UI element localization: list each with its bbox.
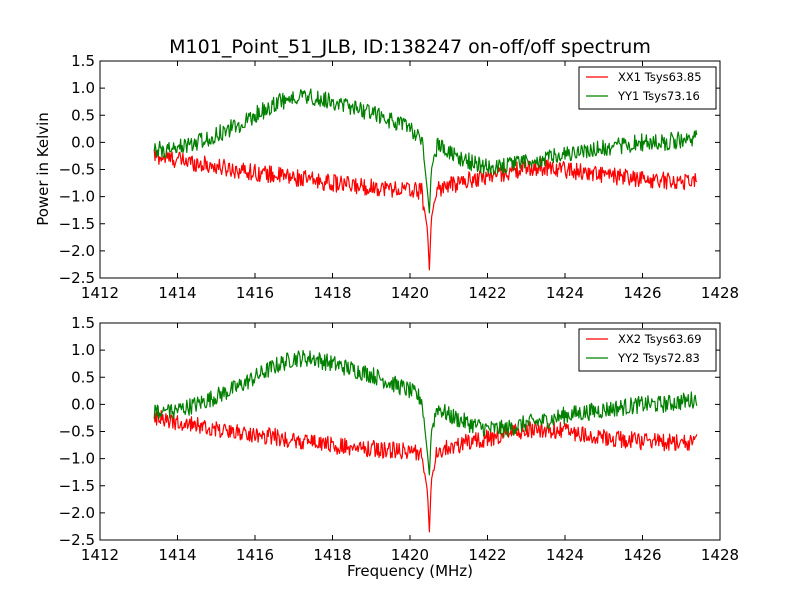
series-line-red bbox=[153, 409, 698, 533]
legend: XX2 Tsys63.69 YY2 Tsys72.83 bbox=[578, 328, 717, 372]
y-tick-label: −1.0 bbox=[59, 450, 95, 468]
legend-box bbox=[578, 328, 717, 372]
y-tick-label: −2.5 bbox=[59, 531, 95, 549]
legend: XX1 Tsys63.85 YY1 Tsys73.16 bbox=[578, 66, 717, 110]
x-tick-label: 1418 bbox=[313, 546, 351, 564]
y-tick-label: 1.5 bbox=[71, 52, 95, 70]
x-tick-label: 1428 bbox=[701, 284, 739, 302]
x-tick-label: 1418 bbox=[313, 284, 351, 302]
x-tick-label: 1422 bbox=[468, 284, 506, 302]
y-tick-label: −0.5 bbox=[59, 161, 95, 179]
y-tick-label: 1.0 bbox=[71, 341, 95, 359]
x-axis-label: Frequency (MHz) bbox=[347, 562, 473, 580]
x-tick-label: 1414 bbox=[158, 546, 196, 564]
x-tick-label: 1426 bbox=[623, 546, 661, 564]
y-tick-label: −2.5 bbox=[59, 269, 95, 287]
series-line-red bbox=[153, 149, 698, 271]
y-tick-label: −1.5 bbox=[59, 215, 95, 233]
y-tick-label: 1.5 bbox=[71, 314, 95, 332]
series-line-green bbox=[153, 349, 698, 476]
y-axis-label: Power in Kelvin bbox=[34, 112, 52, 226]
y-tick-label: −0.5 bbox=[59, 423, 95, 441]
x-tick-label: 1412 bbox=[81, 546, 119, 564]
y-tick-label: −1.0 bbox=[59, 188, 95, 206]
bottom-panel: 1412 1414 1416 1418 1420 1422 1424 1426 1428 1.5 1… bbox=[59, 314, 740, 564]
legend-entry-label: XX2 Tsys63.69 bbox=[618, 332, 702, 346]
legend-entry-label: XX1 Tsys63.85 bbox=[618, 70, 702, 84]
y-tick-label: 0.5 bbox=[71, 368, 95, 386]
x-tick-label: 1412 bbox=[81, 284, 119, 302]
x-tick-label: 1426 bbox=[623, 284, 661, 302]
y-tick-label: −2.0 bbox=[59, 242, 95, 260]
legend-box bbox=[578, 66, 717, 110]
x-tick-label: 1422 bbox=[468, 546, 506, 564]
y-tick-label: 1.0 bbox=[71, 79, 95, 97]
legend-entry-label: YY2 Tsys72.83 bbox=[617, 351, 700, 365]
x-tick-label: 1424 bbox=[546, 284, 584, 302]
y-tick-label: −2.0 bbox=[59, 504, 95, 522]
y-tick-label: −1.5 bbox=[59, 477, 95, 495]
top-panel: 1412 1414 1416 1418 1420 1422 1424 1426 1428 1.5 1… bbox=[59, 52, 740, 302]
x-tick-label: 1416 bbox=[236, 284, 274, 302]
y-tick-label: 0.0 bbox=[71, 133, 95, 151]
y-tick-label: 0.0 bbox=[71, 395, 95, 413]
x-tick-label: 1428 bbox=[701, 546, 739, 564]
figure-title: M101_Point_51_JLB, ID:138247 on-off/off … bbox=[169, 36, 651, 58]
x-tick-label: 1420 bbox=[391, 546, 429, 564]
legend-entry-label: YY1 Tsys73.16 bbox=[617, 89, 700, 103]
y-tick-label: 0.5 bbox=[71, 106, 95, 124]
x-tick-label: 1416 bbox=[236, 546, 274, 564]
x-tick-label: 1420 bbox=[391, 284, 429, 302]
x-tick-label: 1414 bbox=[158, 284, 196, 302]
x-tick-label: 1424 bbox=[546, 546, 584, 564]
series-line-green bbox=[153, 88, 698, 214]
